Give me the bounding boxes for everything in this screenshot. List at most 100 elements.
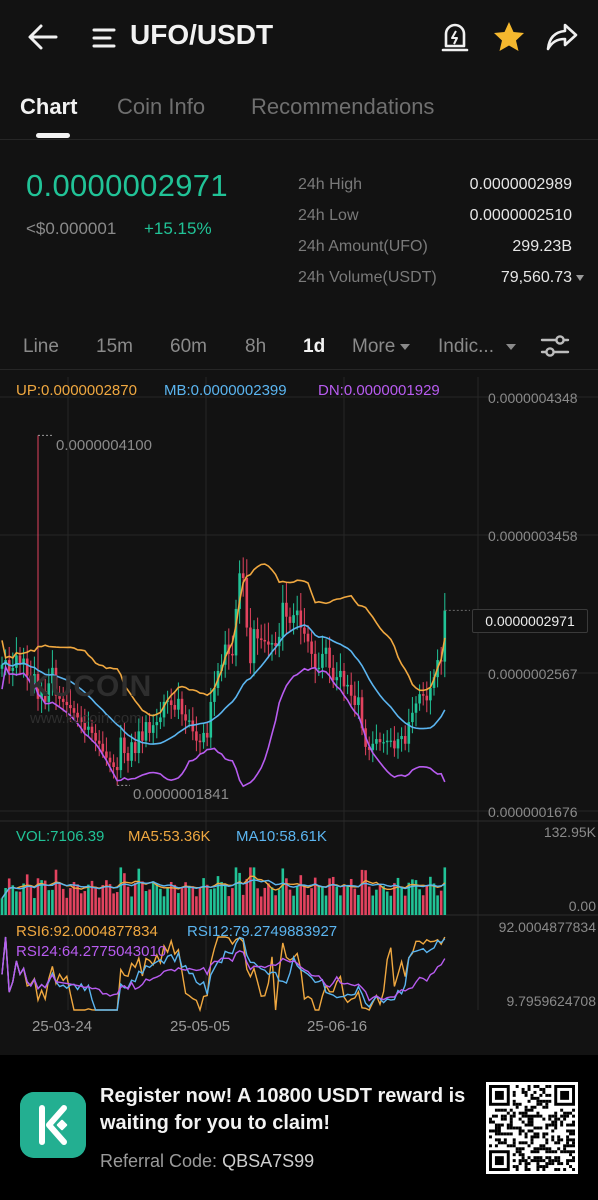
qr-module [512,1111,516,1115]
qr-module [533,1132,537,1136]
qr-module [566,1162,570,1166]
pair-title[interactable]: UFO/USDT [130,19,274,50]
qr-module [515,1102,519,1106]
menu-icon[interactable] [92,24,120,52]
volume-bar [385,891,389,915]
qr-module [509,1117,513,1121]
chart-settings-icon[interactable] [540,333,570,359]
qr-module [545,1102,549,1106]
chevron-down-icon [400,343,411,350]
candle-body [90,726,94,733]
qr-module [569,1165,573,1169]
qr-module [530,1114,534,1118]
volume-bar [349,878,353,915]
qr-module [530,1123,534,1127]
qr-module [518,1150,522,1154]
qr-module [566,1144,570,1148]
qr-module [536,1162,540,1166]
interval-line[interactable]: Line [23,336,59,357]
qr-module [530,1096,534,1100]
qr-module [542,1135,546,1139]
candle-body [418,694,421,704]
volume-bar [202,878,205,915]
volume-bar [126,886,130,915]
volume-bar [0,898,4,915]
qr-module [536,1147,540,1151]
volume-bar [166,888,169,915]
candle-body [144,722,148,741]
qr-module [551,1123,555,1127]
candle-body [87,726,90,730]
volume-bar [396,877,400,915]
tab-coin-info[interactable]: Coin Info [117,94,206,119]
tab-chart[interactable]: Chart [20,94,78,119]
candle-body [238,573,241,609]
candle-body [72,708,76,713]
qr-module [536,1114,540,1118]
qr-module [518,1117,522,1121]
volume-bar [105,880,108,915]
volume-bar [216,876,220,915]
qr-module [494,1126,498,1130]
referral-banner[interactable]: Register now! A 10800 USDT reward is wai… [0,1055,598,1200]
date-axis-label: 25-03-24 [32,1018,93,1035]
volume-bar [94,886,97,915]
qr-module [512,1141,516,1145]
volume-bar [11,885,15,915]
qr-module [527,1129,531,1133]
volume-bar [346,885,349,915]
price-alert-icon[interactable] [440,21,470,53]
qr-module [524,1162,528,1166]
qr-module [530,1093,534,1097]
qr-module [524,1123,528,1127]
qr-module [560,1120,564,1124]
candle-body [126,753,130,761]
active-tab-indicator [36,133,70,138]
qr-module [518,1153,522,1157]
volume-bar [418,889,421,915]
star-icon[interactable] [492,20,526,54]
qr-module [530,1120,534,1124]
candle-body [403,736,407,744]
candle-body [245,577,249,628]
kline-chart[interactable] [0,377,598,1015]
candle-body [256,629,259,639]
indicators-dropdown[interactable]: Indic... [438,336,516,358]
qr-module [515,1105,519,1109]
volume-ma10-line [1,879,446,899]
share-icon[interactable] [545,21,579,53]
qr-module [557,1159,561,1163]
qr-module [503,1132,507,1136]
qr-module [566,1123,570,1127]
candle-body [393,740,396,749]
back-arrow-icon[interactable] [26,22,60,52]
volume-bar [436,895,439,915]
qr-module [489,1135,492,1139]
qr-module [554,1117,558,1121]
qr-module [536,1165,540,1169]
qr-module [566,1135,570,1139]
qr-module [521,1159,525,1163]
qr-module [536,1132,540,1136]
candle-body [101,743,105,752]
stat-value-24h-volume[interactable]: 79,560.73 [501,269,584,287]
interval-60m[interactable]: 60m [170,336,207,357]
stat-label-24h-amount: 24h Amount(UFO) [298,238,428,255]
interval-1d[interactable]: 1d [303,336,326,357]
qr-module [509,1108,513,1112]
candle-body [378,739,382,743]
volume-bar [342,886,346,915]
qr-module [548,1117,552,1121]
qr-module [512,1126,516,1130]
qr-module [542,1117,546,1121]
interval-more-dropdown[interactable]: More [352,336,411,358]
qr-module [509,1132,513,1136]
qr-module [518,1126,522,1130]
qr-module [563,1150,567,1154]
qr-module [545,1165,549,1169]
qr-module [527,1114,531,1118]
interval-8h[interactable]: 8h [245,336,267,357]
volume-bar [155,883,159,915]
interval-15m[interactable]: 15m [96,336,133,357]
tab-recommendations[interactable]: Recommendations [251,94,435,119]
